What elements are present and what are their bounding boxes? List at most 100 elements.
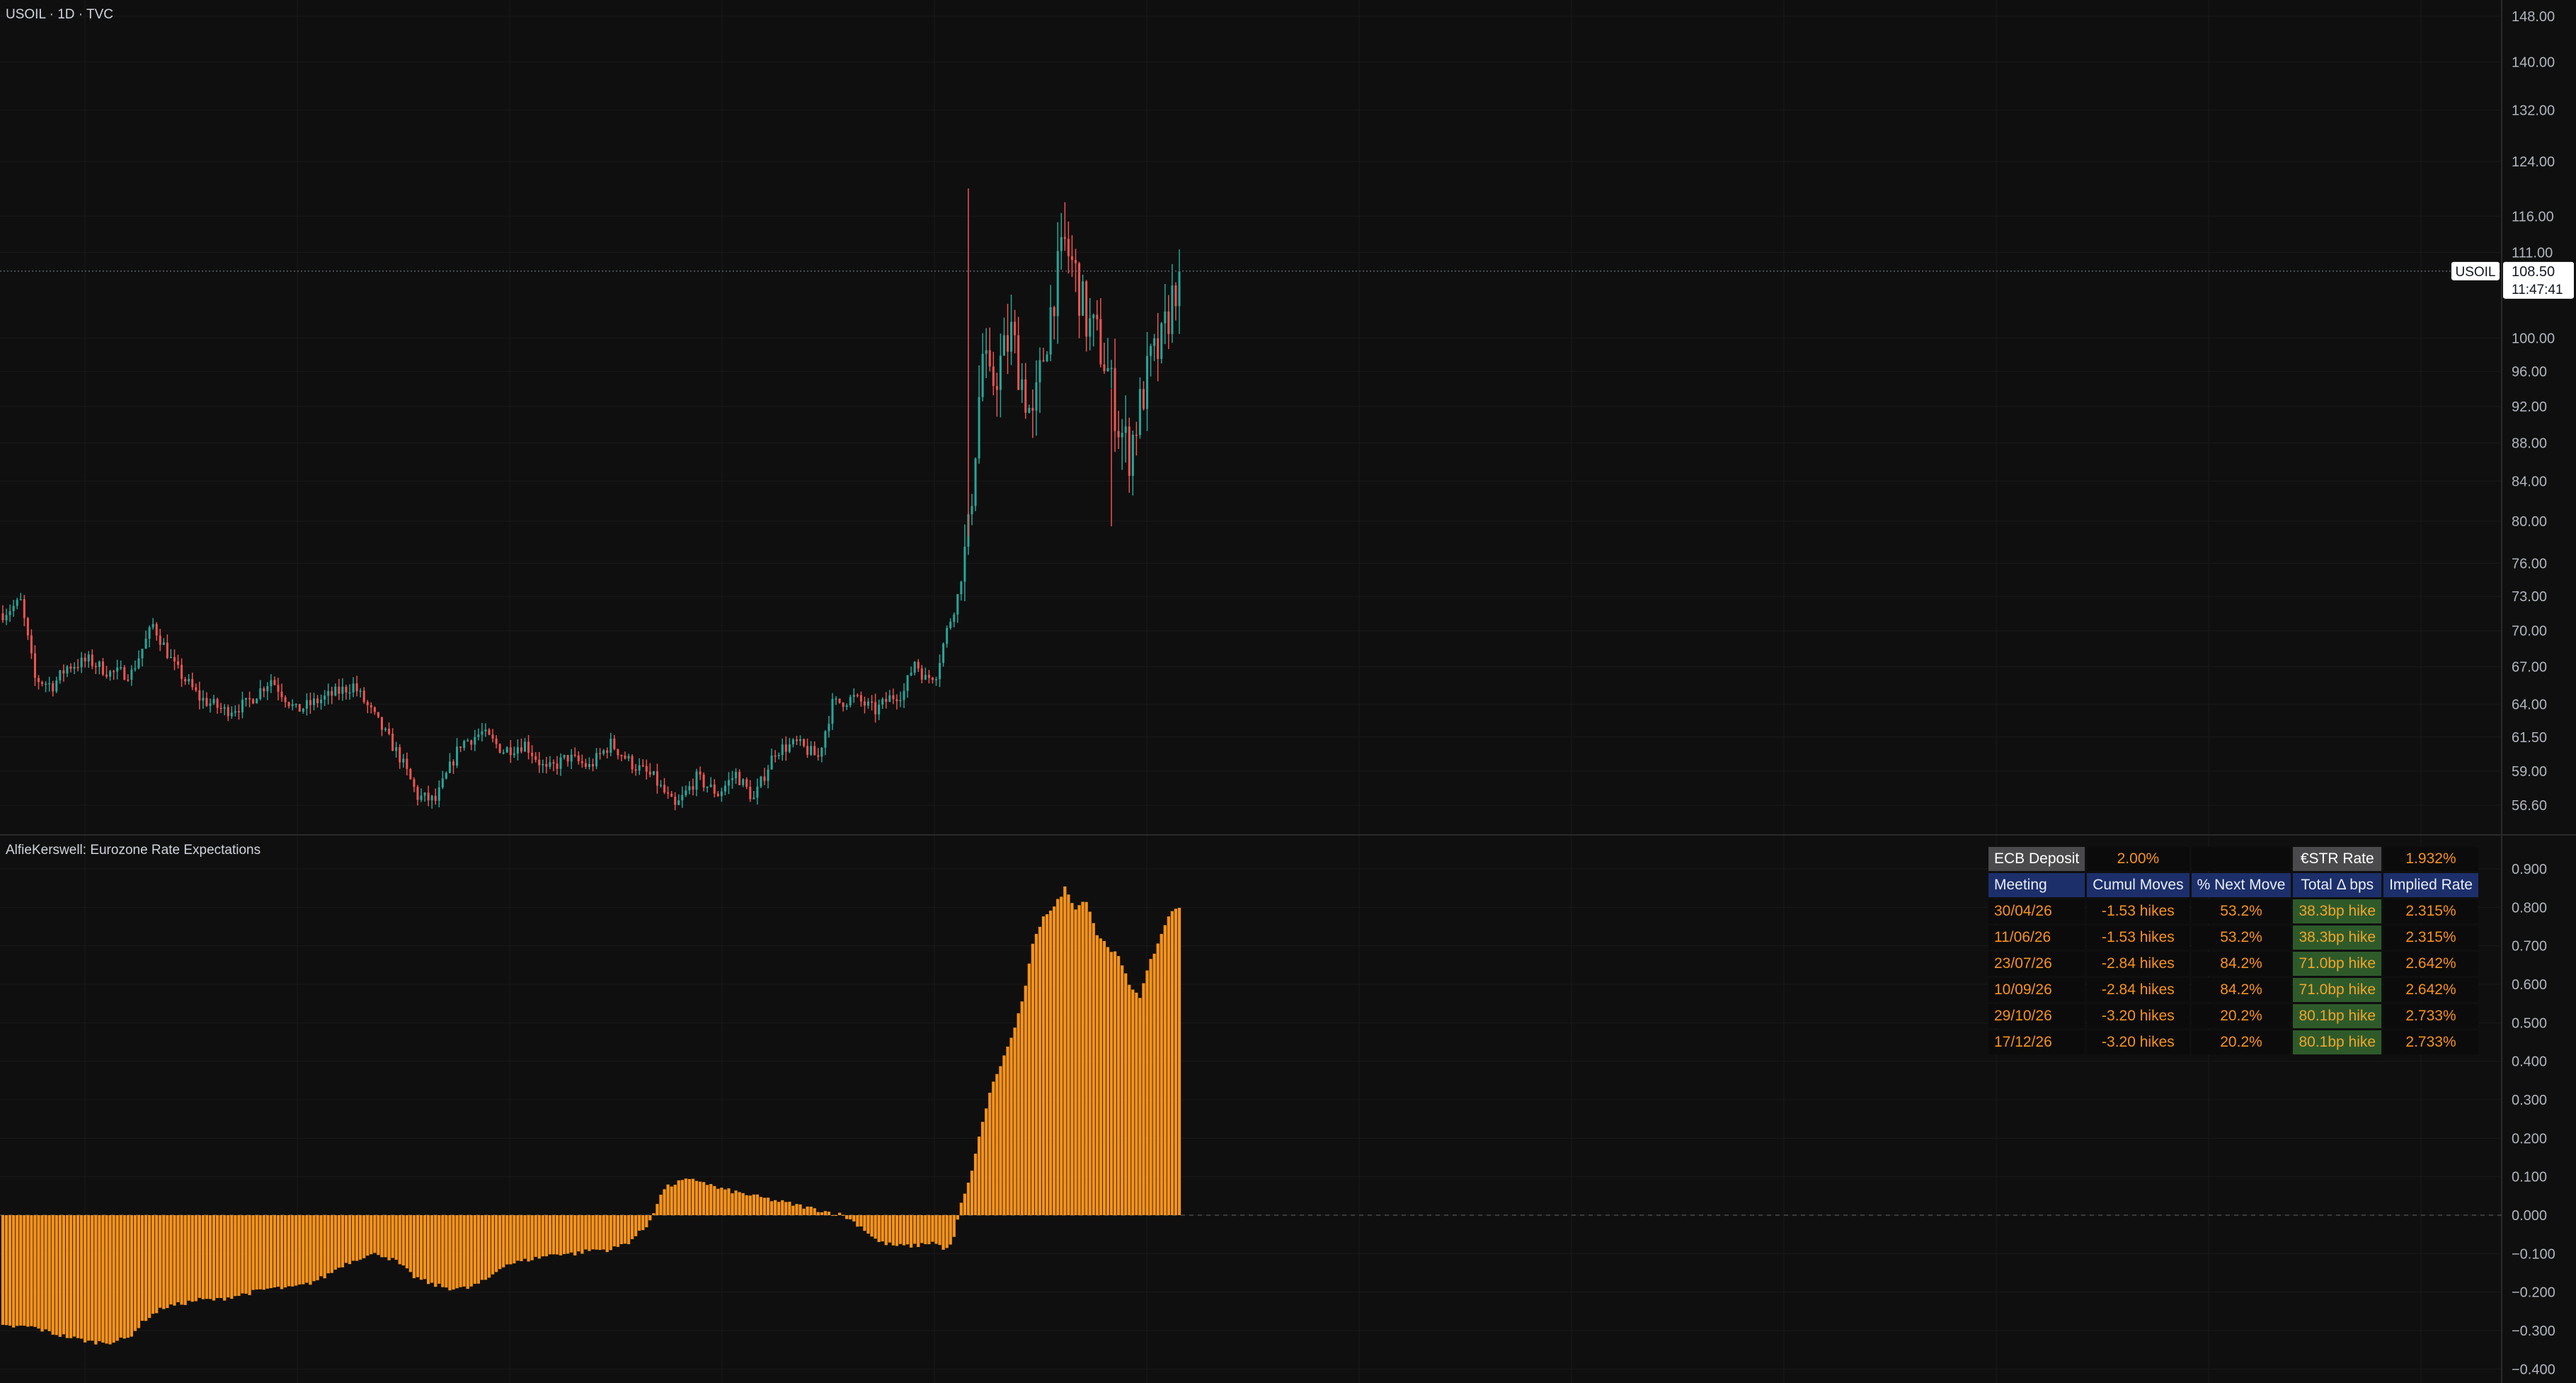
histogram-bar — [580, 1215, 584, 1254]
candle — [878, 699, 881, 720]
histogram-bar — [827, 1212, 831, 1215]
histogram-bar — [723, 1189, 727, 1215]
table-cell: 84.2% — [2191, 952, 2291, 976]
candle — [441, 770, 444, 790]
main-legend-title[interactable]: USOIL · 1D · TVC — [6, 7, 114, 22]
candle — [127, 674, 130, 682]
candle — [205, 692, 208, 707]
candle — [963, 524, 966, 601]
indicator-tick-label: −0.300 — [2512, 1324, 2555, 1339]
last-price-symbol: USOIL — [2455, 265, 2495, 280]
histogram-bar — [55, 1215, 58, 1336]
histogram-bar — [566, 1215, 570, 1254]
histogram-bar — [684, 1178, 687, 1215]
histogram-bar — [237, 1215, 241, 1296]
candle — [188, 673, 190, 685]
candle — [474, 729, 476, 751]
histogram-bar — [1145, 970, 1149, 1215]
candle — [1160, 321, 1163, 364]
candle — [252, 698, 255, 705]
candle — [184, 676, 187, 685]
candle — [52, 681, 55, 697]
histogram-bar — [720, 1188, 723, 1215]
histogram-bar — [1156, 943, 1160, 1215]
candle — [817, 748, 820, 761]
candle — [838, 698, 841, 704]
histogram-bar — [1067, 894, 1070, 1215]
indicator-tick-label: 0.900 — [2512, 862, 2547, 877]
histogram-bar — [670, 1186, 673, 1215]
candle — [627, 753, 630, 762]
histogram-bar — [945, 1215, 949, 1248]
histogram-bar — [709, 1184, 713, 1215]
histogram-bar — [924, 1215, 927, 1244]
histogram-bar — [198, 1215, 201, 1298]
histogram-bar — [584, 1215, 588, 1250]
candle — [1010, 295, 1013, 365]
candle — [287, 701, 290, 709]
candle — [209, 698, 212, 713]
candle — [159, 628, 161, 651]
table-cell: 38.3bp hike — [2293, 899, 2382, 923]
candle — [1, 605, 4, 623]
candle — [195, 683, 198, 693]
candle — [723, 780, 726, 796]
histogram-bar — [469, 1215, 473, 1287]
histogram-bar — [981, 1122, 985, 1215]
histogram-bar — [809, 1206, 813, 1215]
candle — [59, 669, 62, 684]
candle — [12, 600, 15, 617]
candle — [399, 744, 401, 769]
histogram-bar — [19, 1215, 23, 1326]
histogram-bar — [992, 1081, 995, 1215]
candle — [859, 691, 862, 707]
candle — [223, 704, 226, 716]
histogram-bar — [1024, 985, 1027, 1215]
histogram-bar — [755, 1194, 760, 1215]
histogram-bar — [62, 1215, 66, 1335]
candle — [974, 457, 977, 511]
candle — [927, 669, 930, 684]
candle — [1164, 283, 1167, 344]
candle — [413, 777, 416, 792]
candle — [73, 662, 76, 674]
histogram-bar — [766, 1197, 770, 1215]
histogram-bar — [573, 1215, 577, 1256]
candle — [355, 676, 358, 697]
candle — [685, 785, 687, 797]
candle — [960, 581, 963, 601]
candle — [620, 754, 623, 761]
histogram-bar — [859, 1215, 863, 1227]
candle — [505, 746, 508, 753]
histogram-bar — [91, 1215, 94, 1341]
histogram-bar — [1116, 956, 1121, 1215]
histogram-bar — [866, 1215, 870, 1234]
histogram-bar — [762, 1197, 767, 1215]
candle — [237, 704, 240, 720]
table-cell: 20.2% — [2191, 1030, 2291, 1054]
table-cell: 20.2% — [2191, 1004, 2291, 1028]
histogram-bar — [559, 1215, 563, 1256]
histogram-bar — [8, 1215, 12, 1326]
histogram-bar — [973, 1154, 978, 1215]
histogram-bar — [845, 1215, 849, 1219]
candle — [602, 749, 605, 756]
histogram-bar — [1135, 992, 1138, 1215]
table-cell: 80.1bp hike — [2293, 1004, 2382, 1028]
table-cell: 2.315% — [2383, 926, 2478, 950]
histogram-bar — [626, 1215, 631, 1244]
candle — [906, 675, 909, 698]
candle — [495, 735, 498, 749]
histogram-bar — [262, 1215, 265, 1290]
indicator-legend-title[interactable]: AlfieKerswell: Eurozone Rate Expectation… — [6, 843, 261, 858]
candle — [151, 617, 154, 630]
candle — [813, 741, 816, 756]
histogram-bar — [412, 1215, 416, 1278]
price-tick-label: 84.00 — [2512, 474, 2547, 489]
candle — [38, 675, 40, 690]
candle — [885, 692, 888, 709]
candles-layer — [1, 188, 1181, 811]
column-header: Cumul Moves — [2087, 873, 2189, 897]
